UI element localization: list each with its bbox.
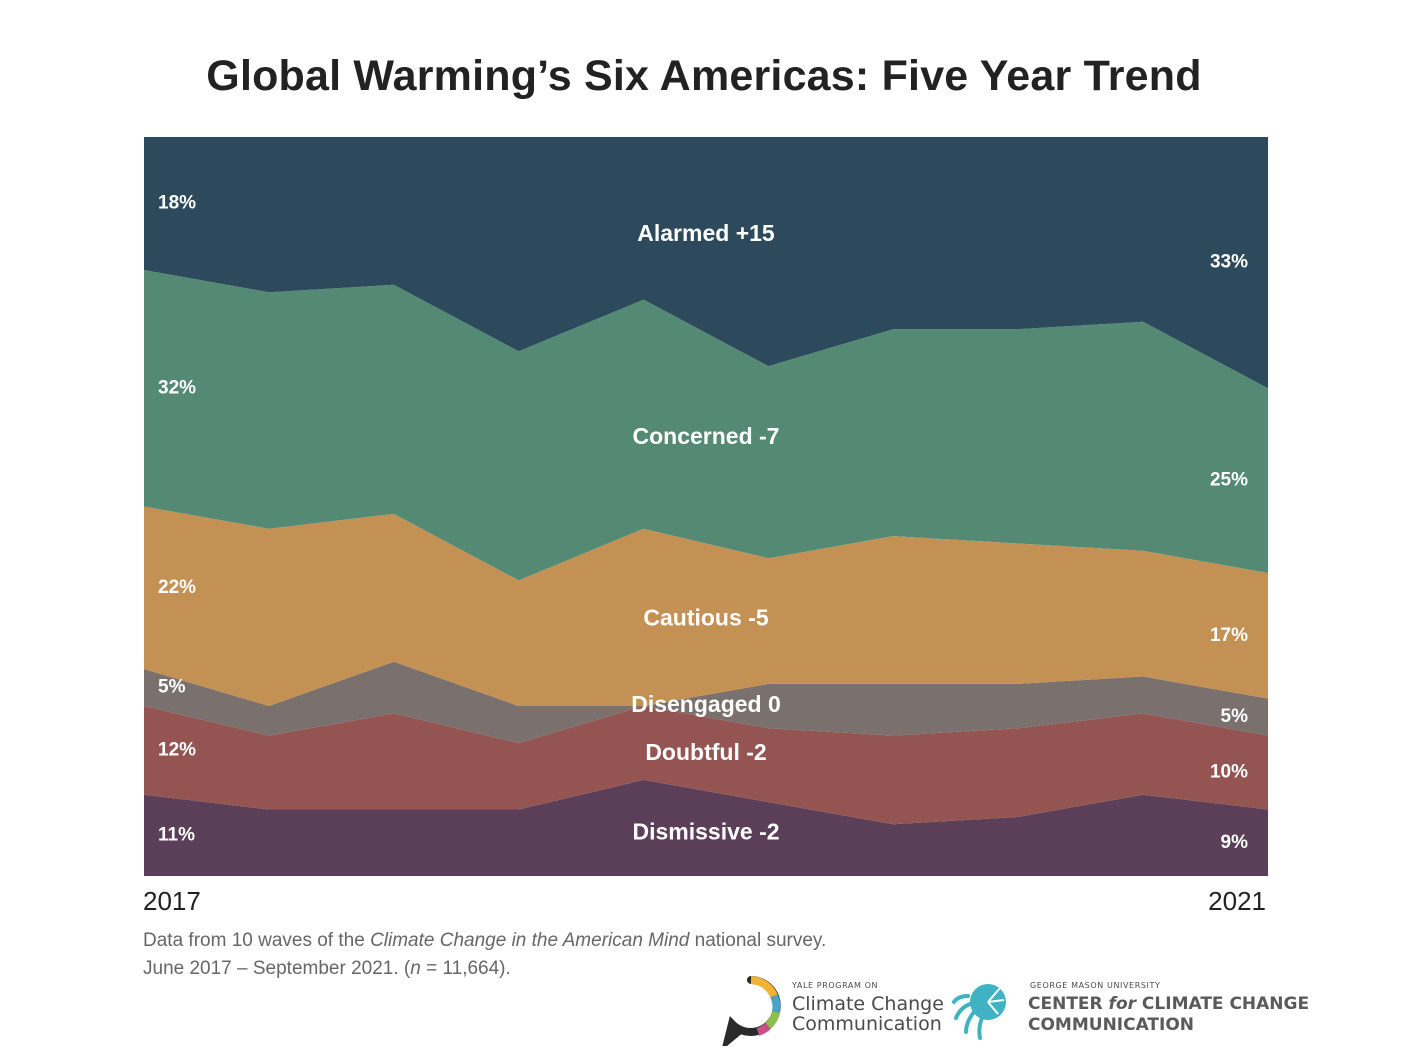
source-note-line-1: Data from 10 waves of the Climate Change…	[143, 930, 827, 951]
gmu-logo-small-text: GEORGE MASON UNIVERSITY	[1030, 981, 1161, 990]
label-center-doubtful: Doubtful -2	[645, 739, 766, 765]
label-center-dismissive: Dismissive -2	[632, 819, 779, 845]
label-end-doubtful: 10%	[1210, 762, 1248, 783]
area-alarmed	[144, 137, 1268, 389]
yale-speech-bubble-logo	[722, 976, 781, 1046]
gmu-logo-line-2: COMMUNICATION	[1028, 1015, 1195, 1035]
chart-title: Global Warming’s Six Americas: Five Year…	[206, 52, 1202, 100]
yale-logo-line-2: Communication	[792, 1013, 942, 1035]
label-center-alarmed: Alarmed +15	[637, 220, 775, 246]
area-disengaged	[144, 661, 1268, 743]
label-end-disengaged: 5%	[1221, 706, 1249, 727]
area-cautious	[144, 506, 1268, 706]
gmu-logo-line-1: CENTER for CLIMATE CHANGE	[1028, 994, 1310, 1014]
label-end-dismissive: 9%	[1221, 832, 1249, 853]
label-start-concerned: 32%	[158, 377, 196, 398]
yale-logo-small-text: YALE PROGRAM ON	[792, 981, 879, 990]
label-start-disengaged: 5%	[158, 677, 186, 698]
area-doubtful	[144, 706, 1268, 825]
source-note-line-2: June 2017 – September 2021. (n = 11,664)…	[143, 958, 511, 979]
label-center-cautious: Cautious -5	[643, 604, 768, 630]
label-start-doubtful: 12%	[158, 739, 196, 760]
label-center-disengaged: Disengaged 0	[631, 691, 781, 717]
area-dismissive	[144, 779, 1268, 876]
label-start-cautious: 22%	[158, 577, 196, 598]
data-labels: 11% 9% Dismissive -2 12% 10% Doubtful -2 5% 5% D…	[158, 193, 1248, 853]
label-center-concerned: Concerned -7	[633, 423, 780, 449]
label-start-dismissive: 11%	[158, 824, 195, 845]
x-axis-end-label: 2021	[1208, 886, 1266, 916]
area-layers	[144, 137, 1268, 876]
x-axis-start-label: 2017	[143, 886, 201, 916]
area-concerned	[144, 270, 1268, 581]
label-end-cautious: 17%	[1210, 625, 1248, 646]
yale-logo-line-1: Climate Change	[792, 993, 944, 1015]
label-end-concerned: 25%	[1210, 470, 1248, 491]
label-end-alarmed: 33%	[1210, 252, 1248, 273]
label-start-alarmed: 18%	[158, 193, 196, 214]
gmu-sunburst-logo	[952, 984, 1006, 1040]
